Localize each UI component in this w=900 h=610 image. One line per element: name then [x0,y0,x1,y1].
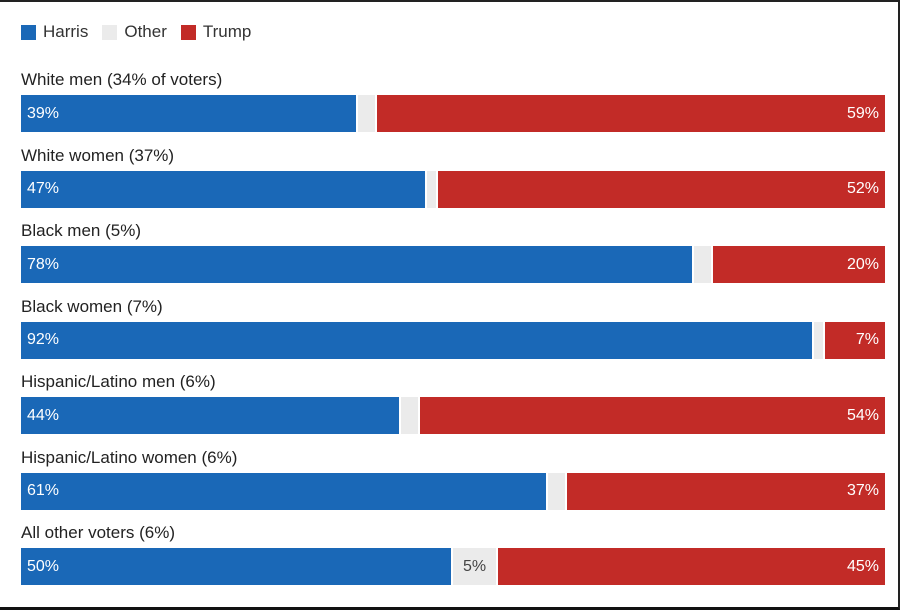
data-label-trump: 52% [846,180,879,197]
bar-segment-trump: 20% [713,246,885,283]
data-label-trump: 20% [846,255,879,273]
legend-swatch-harris [21,24,36,40]
bar-segment-harris: 50% [21,548,451,585]
category-label: Black men (5%) [21,221,141,240]
data-label-trump: 45% [846,557,879,575]
stacked-bar: 92% 7% [21,321,885,359]
stacked-bar: 39% 59% [21,95,885,132]
bar-segment-trump: 52% [438,170,885,208]
category-label: Hispanic/Latino men (6%) [21,372,216,391]
bar-segment-other [401,397,418,434]
category-label: White women (37%) [21,145,175,165]
bar-segment-harris: 44% [21,397,399,434]
data-label-trump: 59% [846,104,879,122]
data-label-harris: 44% [27,406,60,424]
data-label-harris: 39% [27,104,60,122]
bar-segment-other [358,95,375,132]
bar-segment-other [548,472,565,510]
bar-segment-harris: 78% [21,246,692,283]
data-label-harris: 47% [27,180,60,197]
bar-segment-trump: 45% [498,548,885,585]
legend-swatch-other [102,24,118,40]
bar-segment-other [814,321,823,359]
data-label-harris: 92% [27,331,60,348]
bar-segment-trump: 37% [567,472,885,510]
bar-segment-other: 5% [453,548,496,585]
bar-segment-other [694,246,711,283]
data-label-harris: 50% [27,557,60,575]
bar-segment-trump: 54% [420,397,885,434]
category-label: Hispanic/Latino women (6%) [21,447,238,467]
legend-swatch-trump [180,24,196,40]
bar-segment-harris: 92% [21,321,812,359]
data-label-harris: 61% [27,482,60,499]
legend-label-trump: Trump [202,22,252,41]
category-label: All other voters (6%) [21,523,175,542]
data-label-trump: 7% [855,331,879,348]
data-label-harris: 78% [27,255,60,273]
bar-segment-harris: 61% [21,472,546,510]
bar-segment-trump: 7% [825,321,885,359]
bar-segment-harris: 47% [21,170,425,208]
data-label-trump: 37% [846,482,879,499]
data-label-other: 5% [462,557,487,575]
legend-item-harris: Harris [21,22,88,42]
stacked-bar: 78% 20% [21,246,885,283]
category-label: Black women (7%) [21,296,163,316]
legend-label-harris: Harris [43,22,89,41]
bar-segment-trump: 59% [377,95,885,132]
stacked-bar: 61% 37% [21,472,885,510]
legend-item-trump: Trump [180,22,252,42]
category-label: White men (34% of voters) [21,70,223,89]
legend: Harris Other Trump [21,22,265,42]
bar-segment-harris: 39% [21,95,356,132]
data-label-trump: 54% [846,406,879,424]
bar-segment-other [427,170,436,208]
stacked-bar: 50% 5% 45% [21,548,885,585]
stacked-bar: 44% 54% [21,397,885,434]
legend-item-other: Other [102,22,167,42]
stacked-bar: 47% 52% [21,170,885,208]
legend-label-other: Other [124,22,167,41]
